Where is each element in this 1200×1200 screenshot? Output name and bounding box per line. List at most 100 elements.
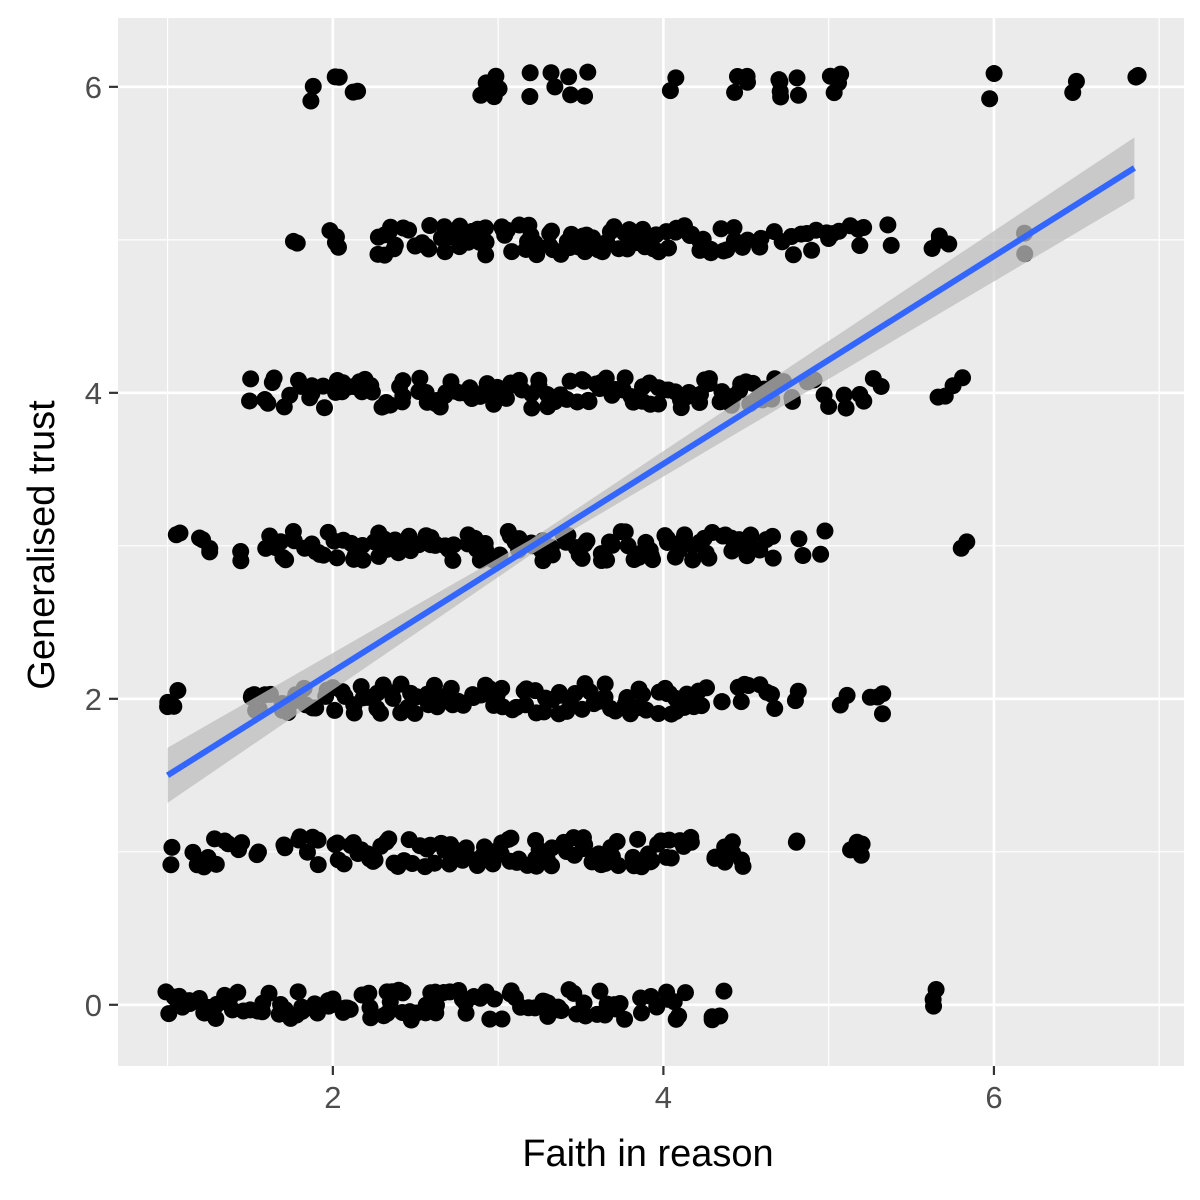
data-point — [536, 689, 554, 707]
data-point — [291, 828, 309, 846]
data-point — [162, 856, 180, 874]
data-point — [644, 551, 662, 569]
data-point — [335, 855, 353, 873]
data-point — [598, 551, 616, 569]
data-point — [353, 986, 371, 1004]
tick-labels: 2 4 6 0 2 4 6 — [85, 70, 1003, 1115]
data-point — [702, 240, 720, 258]
data-point — [812, 545, 830, 563]
data-point — [985, 65, 1003, 83]
y-axis-title: Generalised trust — [21, 400, 63, 690]
data-point — [383, 983, 401, 1001]
data-point — [789, 86, 807, 104]
data-point — [1129, 67, 1147, 85]
data-point — [634, 220, 652, 238]
data-point — [427, 996, 445, 1014]
data-point — [406, 704, 424, 722]
data-point — [591, 982, 609, 1000]
data-point — [738, 73, 756, 91]
data-point — [667, 69, 685, 87]
data-point — [493, 1010, 511, 1028]
data-point — [288, 234, 306, 252]
data-point — [402, 542, 420, 560]
data-point — [421, 217, 439, 235]
data-point — [298, 843, 316, 861]
data-point — [762, 685, 780, 703]
data-point — [354, 551, 372, 569]
data-point — [536, 993, 554, 1011]
data-point — [552, 1002, 570, 1020]
data-point — [526, 234, 544, 252]
data-point — [835, 386, 853, 404]
data-point — [770, 71, 788, 89]
data-point — [670, 1007, 688, 1025]
data-point — [328, 834, 346, 852]
data-point — [229, 983, 247, 1001]
data-point — [163, 838, 181, 856]
data-point — [349, 82, 367, 100]
data-point — [249, 843, 267, 861]
data-point — [616, 523, 634, 541]
data-point — [788, 69, 806, 87]
data-point — [879, 216, 897, 234]
data-point — [803, 241, 821, 259]
data-point — [764, 549, 782, 567]
data-point — [196, 1004, 214, 1022]
data-point — [394, 387, 412, 405]
data-point — [523, 399, 541, 417]
data-point — [315, 399, 333, 417]
data-point — [575, 994, 593, 1012]
data-point — [659, 381, 677, 399]
data-point — [546, 78, 564, 96]
data-point — [609, 857, 627, 875]
data-point — [981, 90, 999, 108]
data-point — [954, 369, 972, 387]
data-point — [788, 832, 806, 850]
data-point — [790, 530, 808, 548]
data-point — [230, 841, 248, 859]
data-point — [712, 220, 730, 238]
data-point — [662, 849, 680, 867]
data-point — [596, 675, 614, 693]
data-point — [1064, 83, 1082, 101]
data-point — [726, 83, 744, 101]
data-point — [789, 682, 807, 700]
data-point — [608, 833, 626, 851]
data-point — [851, 237, 869, 255]
data-point — [734, 857, 752, 875]
data-point — [260, 984, 278, 1002]
data-point — [742, 526, 760, 544]
data-point — [830, 74, 848, 92]
data-point — [573, 549, 591, 567]
data-point — [382, 218, 400, 236]
data-point — [339, 999, 357, 1017]
data-point — [521, 87, 539, 105]
data-point — [784, 246, 802, 264]
data-point — [309, 856, 327, 874]
data-point — [660, 239, 678, 257]
data-point — [543, 222, 561, 240]
data-point — [442, 679, 460, 697]
data-point — [824, 225, 842, 243]
regression-line-path — [165, 165, 1137, 778]
data-point — [494, 387, 512, 405]
data-point — [503, 243, 521, 261]
data-point — [752, 229, 770, 247]
data-point — [700, 549, 718, 567]
data-point — [377, 394, 395, 412]
y-tick-label: 0 — [85, 988, 102, 1023]
data-point — [576, 243, 594, 261]
data-point — [476, 219, 494, 237]
x-tick-label: 4 — [655, 1080, 672, 1115]
data-point — [476, 534, 494, 552]
data-point — [319, 523, 337, 541]
data-point — [326, 701, 344, 719]
data-point — [682, 828, 700, 846]
data-point — [329, 238, 347, 256]
data-point — [952, 539, 970, 557]
data-point — [579, 63, 597, 81]
data-point — [841, 217, 859, 235]
y-tick-label: 6 — [85, 70, 102, 105]
data-point — [293, 998, 311, 1016]
